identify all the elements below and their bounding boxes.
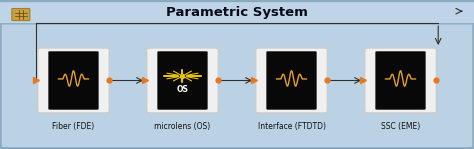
FancyBboxPatch shape [48,51,98,110]
FancyBboxPatch shape [365,48,436,113]
Text: Parametric System: Parametric System [166,6,308,19]
FancyBboxPatch shape [157,51,207,110]
FancyBboxPatch shape [147,48,218,113]
Text: OS: OS [176,85,189,94]
FancyBboxPatch shape [375,51,425,110]
FancyBboxPatch shape [0,1,474,24]
Text: SSC (EME): SSC (EME) [381,122,420,131]
Text: Interface (FTDTD): Interface (FTDTD) [257,122,326,131]
FancyBboxPatch shape [1,23,473,148]
Text: microlens (OS): microlens (OS) [155,122,210,131]
FancyBboxPatch shape [12,8,30,21]
FancyBboxPatch shape [38,48,109,113]
FancyBboxPatch shape [255,48,327,113]
FancyBboxPatch shape [266,51,316,110]
Text: Fiber (FDE): Fiber (FDE) [52,122,95,131]
